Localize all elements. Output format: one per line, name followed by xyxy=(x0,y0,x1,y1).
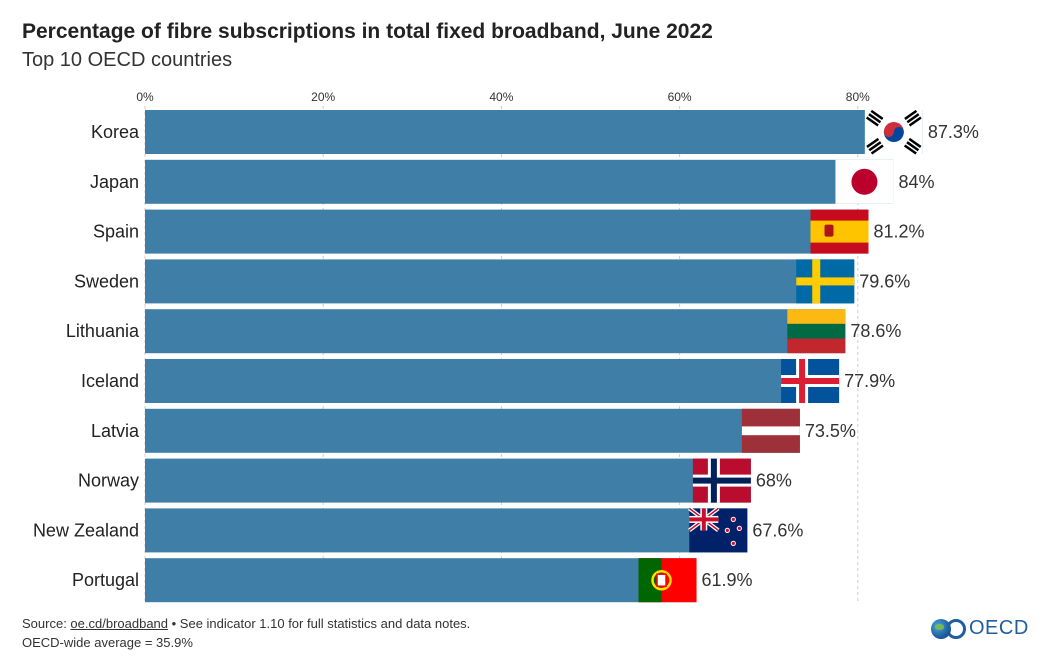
data-label: 68% xyxy=(756,471,792,491)
flag-band xyxy=(810,220,869,243)
bar xyxy=(145,159,894,204)
flag-trigram-bar xyxy=(870,144,884,155)
flag-trigram-bar xyxy=(868,113,882,124)
iceland-flag xyxy=(781,359,840,403)
flag-dot xyxy=(883,127,894,137)
average-note: OECD-wide average = 35.9% xyxy=(22,635,193,650)
source-note: Source: oe.cd/broadband • See indicator … xyxy=(22,614,470,652)
flag-emblem xyxy=(824,224,834,237)
data-label: 81.2% xyxy=(873,222,924,242)
flag-band xyxy=(741,426,800,436)
flag-band-red xyxy=(787,338,846,354)
source-prefix: Source: xyxy=(22,616,71,631)
lithuania-flag xyxy=(787,309,846,354)
category-label: Japan xyxy=(90,172,139,192)
flag-band-yellow xyxy=(787,309,846,324)
flag-star xyxy=(737,526,741,530)
category-label: Portugal xyxy=(72,570,139,590)
flag-trigram-bar xyxy=(870,109,884,120)
x-tick-label: 60% xyxy=(668,90,692,104)
category-label: Spain xyxy=(93,222,139,242)
data-label: 84% xyxy=(898,172,934,192)
flag-trigram-bar xyxy=(904,109,918,120)
oecd-logo: OECD xyxy=(931,617,1029,640)
sweden-flag xyxy=(796,259,855,304)
flag-trigram-bar xyxy=(908,116,922,127)
data-label: 78.6% xyxy=(850,321,901,341)
flag-cross-h xyxy=(692,477,751,484)
category-label: Sweden xyxy=(74,271,139,291)
flag-trigram-bar xyxy=(908,137,922,148)
latvia-flag xyxy=(741,408,800,453)
data-label: 87.3% xyxy=(928,122,979,142)
bar xyxy=(145,458,751,503)
flag-band-green xyxy=(787,323,846,339)
category-label: Lithuania xyxy=(66,321,140,341)
x-tick-label: 0% xyxy=(136,90,154,104)
bar xyxy=(145,558,697,603)
flag-trigram-bar xyxy=(903,144,917,155)
flag-trigram-bar xyxy=(865,116,879,127)
japan-flag xyxy=(835,159,894,204)
flag-trigram-bar xyxy=(906,113,920,124)
source-suffix: • See indicator 1.10 for full statistics… xyxy=(168,616,471,631)
flag-sun xyxy=(851,168,878,195)
new-zealand-flag xyxy=(688,506,748,553)
portugal-flag xyxy=(638,558,697,603)
spain-flag xyxy=(810,209,869,254)
flag-cross-h xyxy=(781,378,840,384)
category-label: Latvia xyxy=(91,421,140,441)
bar xyxy=(145,309,846,354)
flag-star xyxy=(725,528,729,532)
data-label: 67.6% xyxy=(752,520,803,540)
data-label: 61.9% xyxy=(702,570,753,590)
category-label: Iceland xyxy=(81,371,139,391)
flag-star xyxy=(731,541,735,545)
data-label: 79.6% xyxy=(859,271,910,291)
norway-flag xyxy=(692,458,751,503)
source-link[interactable]: oe.cd/broadband xyxy=(70,616,169,631)
flag-trigram-bar xyxy=(906,141,920,152)
x-tick-label: 80% xyxy=(846,90,870,104)
flag-cross-h xyxy=(796,277,855,286)
bar xyxy=(145,408,800,453)
data-label: 77.9% xyxy=(844,371,895,391)
flag-shield xyxy=(656,573,667,587)
bar xyxy=(145,110,923,154)
flag-star xyxy=(731,517,735,521)
x-tick-label: 20% xyxy=(311,90,335,104)
source-line: Source: oe.cd/broadband • See indicator … xyxy=(22,614,470,633)
chart-subtitle: Top 10 OECD countries xyxy=(22,49,233,71)
bar xyxy=(145,209,869,254)
logo-text: OECD xyxy=(969,617,1029,639)
chart-title: Percentage of fibre subscriptions in tot… xyxy=(22,20,713,43)
data-label: 73.5% xyxy=(805,421,856,441)
category-label: Korea xyxy=(91,122,140,142)
bar xyxy=(145,508,748,553)
flag-dot xyxy=(893,127,904,137)
category-label: Norway xyxy=(78,471,139,491)
flag-trigram-bar xyxy=(868,141,882,152)
flag-sphere xyxy=(651,569,672,591)
x-tick-label: 40% xyxy=(489,90,513,104)
flag-cross-h xyxy=(689,517,719,522)
korea-flag xyxy=(864,109,923,155)
bar xyxy=(145,359,840,403)
flag-band-green xyxy=(638,558,662,603)
category-label: New Zealand xyxy=(33,520,139,540)
flag-trigram-bar xyxy=(866,137,880,148)
bar xyxy=(145,259,855,304)
globe-icon xyxy=(931,618,951,639)
